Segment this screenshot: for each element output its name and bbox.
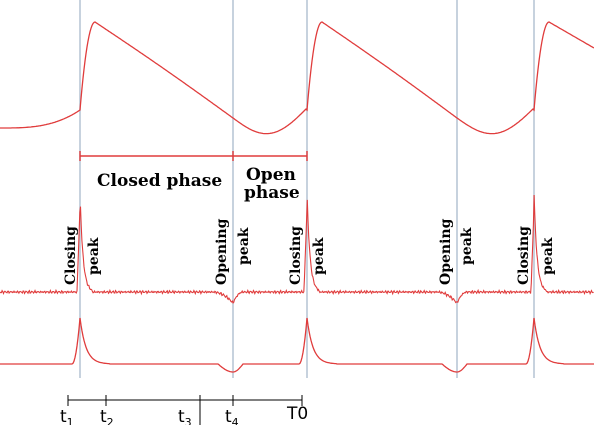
- waveform-flow: [0, 21, 594, 135]
- tick-label-t4: t4: [225, 407, 239, 425]
- event-label-closing-1: Closing: [63, 226, 79, 285]
- time-axis: t1 t2 t3 t4 T0: [60, 395, 308, 425]
- event-label-opening-2: Opening: [438, 218, 454, 285]
- waveform-derivative-smoothed: [0, 317, 594, 373]
- event-label-closing-3: Closing: [516, 226, 532, 285]
- tick-label-t0: T0: [286, 404, 308, 424]
- event-sub-peak-1: peak: [86, 237, 102, 275]
- phase-bracket: [79, 151, 308, 161]
- event-label-closing-2: Closing: [288, 226, 304, 285]
- event-markers: [79, 0, 535, 378]
- tick-label-t2: t2: [100, 407, 114, 425]
- event-sub-peak-5: peak: [540, 237, 556, 275]
- event-sub-peak-2: peak: [236, 227, 252, 265]
- tick-label-t1: t1: [60, 407, 74, 425]
- open-phase-label-line1: Open: [246, 165, 296, 185]
- event-labels: Closing peak Opening peak Closing peak O…: [63, 218, 556, 285]
- open-phase-label-line2: phase: [244, 183, 300, 203]
- event-sub-peak-4: peak: [459, 227, 475, 265]
- closed-phase-label: Closed phase: [97, 171, 222, 191]
- waveform-derivative: [0, 194, 594, 304]
- event-sub-peak-3: peak: [311, 237, 327, 275]
- event-label-opening-1: Opening: [214, 218, 230, 285]
- tick-label-t3: t3: [178, 407, 192, 425]
